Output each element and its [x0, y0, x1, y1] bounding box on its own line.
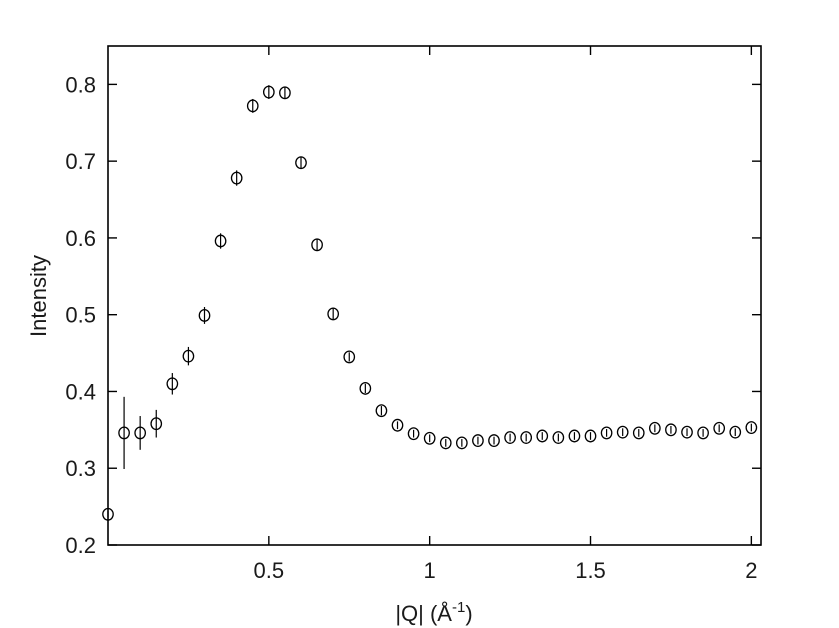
data-point — [472, 434, 484, 448]
data-point — [198, 309, 211, 322]
data-point — [488, 434, 500, 448]
plot-frame — [107, 45, 762, 546]
data-point — [713, 421, 726, 435]
data-point — [343, 350, 356, 364]
y-axis-title: Intensity — [26, 255, 51, 337]
data-point — [729, 425, 742, 439]
y-tick-label: 0.7 — [65, 149, 96, 174]
data-point — [600, 426, 613, 440]
y-tick-label: 0.3 — [65, 456, 96, 481]
y-tick-label: 0.8 — [65, 72, 96, 97]
x-tick-label: 1.5 — [575, 558, 606, 583]
y-tick-label: 0.4 — [65, 379, 96, 404]
data-point — [246, 99, 259, 113]
data-marks — [102, 85, 758, 521]
data-point — [584, 429, 597, 443]
data-point — [616, 425, 629, 439]
data-point — [568, 429, 581, 443]
data-point — [375, 404, 388, 418]
data-point — [102, 507, 114, 521]
x-axis-title-main: |Q| (Å — [395, 601, 452, 626]
x-tick-label: 1 — [424, 558, 436, 583]
data-point — [327, 307, 340, 321]
data-point — [407, 427, 420, 441]
x-axis-title-end: ) — [465, 601, 472, 626]
data-point — [134, 426, 147, 440]
data-point — [455, 436, 468, 450]
data-point — [536, 429, 549, 443]
x-tick-label: 2 — [745, 558, 757, 583]
data-point — [311, 238, 323, 252]
data-point — [681, 425, 693, 439]
data-point — [359, 381, 372, 395]
data-point — [423, 431, 436, 445]
data-point — [632, 426, 645, 440]
data-point — [214, 234, 227, 248]
data-point — [279, 86, 291, 100]
x-axis-title-sup: -1 — [452, 599, 465, 616]
y-tick-label: 0.5 — [65, 303, 96, 328]
data-point — [391, 418, 404, 432]
data-point — [697, 426, 709, 440]
x-tick-label: 0.5 — [254, 558, 285, 583]
data-point — [262, 85, 275, 99]
data-point — [230, 171, 243, 185]
data-point — [166, 377, 179, 391]
data-point — [118, 426, 130, 440]
data-point — [295, 156, 307, 170]
data-point — [150, 417, 163, 431]
data-point — [182, 349, 195, 363]
data-point — [520, 431, 533, 444]
y-tick-label: 0.2 — [65, 533, 96, 558]
data-point — [439, 436, 452, 450]
x-axis-title: |Q| (Å-1) — [395, 599, 472, 626]
y-axis: 0.2 0.3 0.4 0.5 0.6 0.7 0.8 — [65, 72, 761, 558]
data-point — [745, 421, 758, 434]
data-point — [504, 431, 516, 444]
data-point — [665, 423, 677, 437]
x-axis: 0.5 1 1.5 2 — [254, 46, 757, 583]
y-tick-label: 0.6 — [65, 226, 96, 251]
data-point — [648, 421, 661, 435]
data-point — [552, 431, 565, 444]
